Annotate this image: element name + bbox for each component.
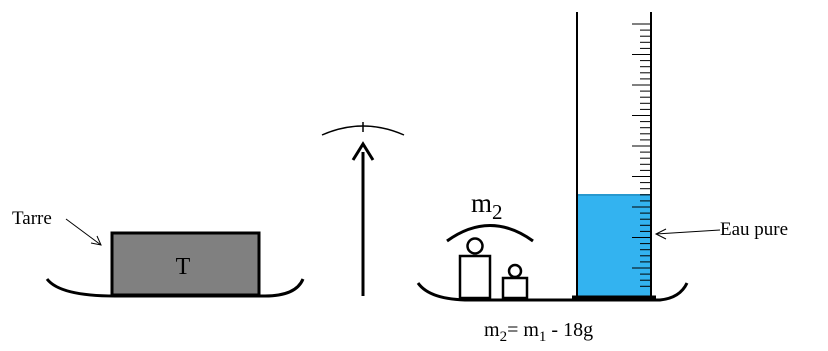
tare-pointer-head [90, 235, 102, 246]
right-pan [416, 282, 689, 302]
tare-label: Tarre [12, 208, 52, 229]
formula-rhs-sub: 1 [539, 329, 547, 345]
weight-small [501, 276, 529, 300]
tare-pointer [65, 218, 102, 246]
tare-block [110, 231, 261, 297]
weight-small-knob [507, 263, 523, 279]
graduation-marks [632, 23, 650, 287]
formula-lhs: m [484, 319, 500, 341]
formula-eq: = m [507, 319, 539, 341]
weight-large-knob [466, 237, 484, 255]
mass-label: m2 [471, 188, 503, 224]
water-fill [578, 194, 650, 296]
formula-rest: - 18g [546, 319, 593, 341]
mass-bracket-arc [446, 224, 534, 243]
water-pointer [655, 229, 721, 235]
tare-block-letter: T [176, 254, 191, 280]
weight-large [458, 254, 492, 300]
water-pointer-head [654, 228, 667, 240]
balance-needle-head [351, 141, 375, 161]
mass-label-m: m [471, 188, 492, 218]
formula-lhs-sub: 2 [500, 329, 508, 345]
water-label: Eau pure [720, 219, 788, 240]
mass-label-sub: 2 [492, 200, 503, 224]
mass-formula: m2= m1 - 18g [484, 319, 593, 345]
